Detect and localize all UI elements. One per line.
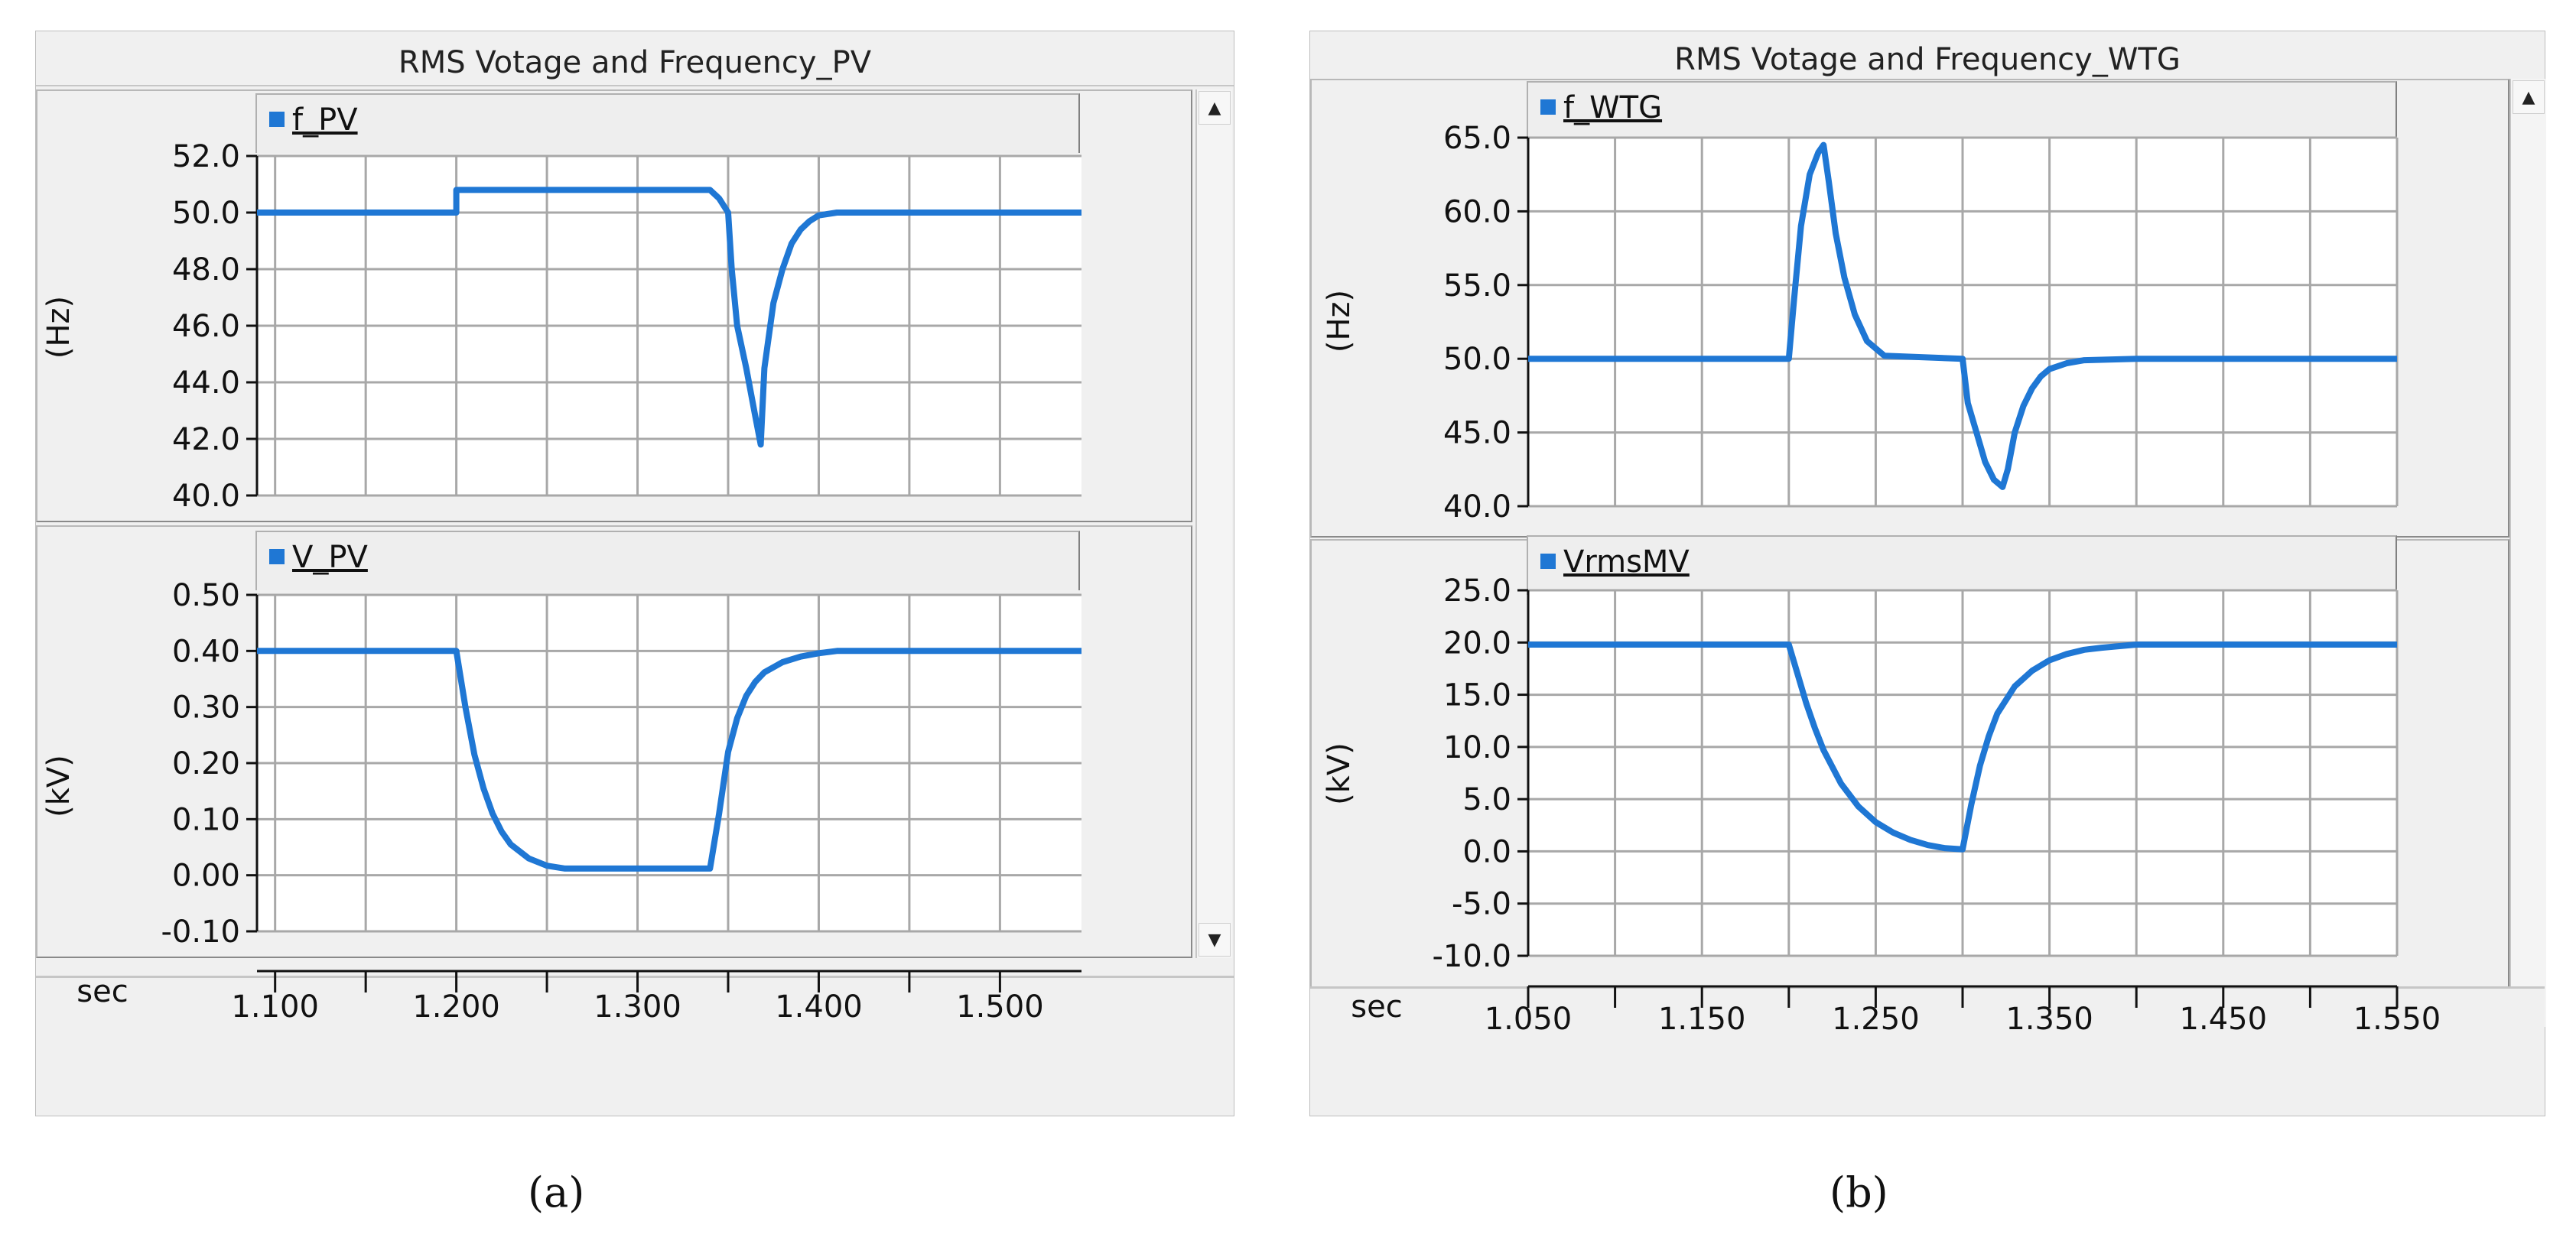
- x-tick-label: 1.200: [412, 989, 500, 1025]
- series-line-f_WTG: [1528, 141, 2397, 490]
- x-tick-label: 1.350: [2005, 1002, 2093, 1037]
- x-tick-label: 1.450: [2180, 1002, 2268, 1037]
- panel-a-title: RMS Votage and Frequency_PV: [36, 31, 1234, 86]
- y-tick-label: 0.0: [1462, 834, 1511, 869]
- y-tick-label: 0.00: [172, 859, 240, 894]
- panel-b-scrollbar[interactable]: ▲ ▼: [2509, 79, 2546, 1027]
- caption-a: (a): [528, 1168, 585, 1217]
- series-line-f_PV: [257, 187, 1081, 448]
- scroll-up-icon[interactable]: ▲: [2513, 80, 2545, 114]
- y-tick-label: 40.0: [172, 479, 240, 514]
- y-tick-label: 40.0: [1443, 489, 1511, 525]
- x-tick-label: 1.400: [775, 989, 863, 1025]
- y-tick-label: 42.0: [172, 422, 240, 457]
- legend-v-pv[interactable]: V_PV: [255, 531, 1080, 590]
- y-axis-label: (kV): [1322, 742, 1357, 805]
- panel-a-scrollbar[interactable]: ▲ ▼: [1195, 89, 1232, 958]
- panel-b-axis-strip: [1310, 986, 2545, 1116]
- y-tick-label: -5.0: [1452, 887, 1511, 922]
- y-tick-label: 65.0: [1443, 121, 1511, 156]
- scroll-down-icon[interactable]: ▼: [1199, 923, 1231, 957]
- legend-label-f-pv: f_PV: [292, 102, 358, 138]
- y-tick-label: 20.0: [1443, 625, 1511, 661]
- legend-label-v-pv: V_PV: [292, 540, 368, 575]
- y-tick-label: 48.0: [172, 252, 240, 288]
- y-tick-label: 0.40: [172, 634, 240, 669]
- legend-f-pv[interactable]: f_PV: [255, 93, 1080, 153]
- legend-label-f-wtg: f_WTG: [1563, 90, 1663, 125]
- panel-a-top-frame: [36, 89, 1192, 522]
- legend-swatch-icon: [269, 549, 285, 564]
- y-axis-label: (Hz): [41, 296, 76, 359]
- y-tick-label: 50.0: [1443, 342, 1511, 377]
- series-line-V_PV: [257, 648, 1081, 872]
- x-axis-label: sec: [1351, 989, 1402, 1025]
- y-tick-label: 0.10: [172, 802, 240, 837]
- x-tick-label: 1.250: [1832, 1002, 1920, 1037]
- legend-swatch-icon: [269, 112, 285, 127]
- y-axis-label: (Hz): [1322, 290, 1357, 352]
- y-tick-label: 0.50: [172, 578, 240, 613]
- x-tick-label: 1.300: [594, 989, 681, 1025]
- caption-b: (b): [1830, 1168, 1888, 1217]
- legend-label-vrmsmv: VrmsMV: [1563, 544, 1690, 580]
- y-tick-label: 52.0: [172, 139, 240, 174]
- y-tick-label: 44.0: [172, 365, 240, 401]
- legend-vrmsmv[interactable]: VrmsMV: [1527, 535, 2397, 595]
- y-tick-label: 10.0: [1443, 730, 1511, 765]
- x-tick-label: 1.100: [231, 989, 319, 1025]
- y-tick-label: 60.0: [1443, 194, 1511, 229]
- y-tick-label: 50.0: [172, 196, 240, 231]
- y-axis-label: (kV): [41, 755, 76, 817]
- panel-a-axis-strip: [36, 976, 1234, 1116]
- panel-a-bottom-frame: [36, 525, 1192, 958]
- y-tick-label: 46.0: [172, 309, 240, 344]
- x-tick-label: 1.150: [1658, 1002, 1746, 1037]
- x-axis-label: sec: [76, 974, 128, 1009]
- y-tick-label: 15.0: [1443, 678, 1511, 713]
- y-tick-label: 5.0: [1462, 782, 1511, 817]
- legend-f-wtg[interactable]: f_WTG: [1527, 81, 2397, 141]
- y-tick-label: -0.10: [161, 915, 241, 950]
- y-tick-label: 25.0: [1443, 573, 1511, 609]
- x-tick-label: 1.500: [956, 989, 1044, 1025]
- y-tick-label: 0.30: [172, 690, 240, 726]
- series-line-VrmsMV: [1528, 642, 2397, 853]
- y-tick-label: 0.20: [172, 746, 240, 781]
- y-tick-label: 55.0: [1443, 268, 1511, 304]
- scroll-up-icon[interactable]: ▲: [1199, 91, 1231, 125]
- y-tick-label: -10.0: [1433, 939, 1512, 974]
- y-tick-label: 45.0: [1443, 416, 1511, 451]
- legend-swatch-icon: [1540, 99, 1556, 115]
- legend-swatch-icon: [1540, 554, 1556, 569]
- x-tick-label: 1.550: [2353, 1002, 2441, 1037]
- x-tick-label: 1.050: [1485, 1002, 1573, 1037]
